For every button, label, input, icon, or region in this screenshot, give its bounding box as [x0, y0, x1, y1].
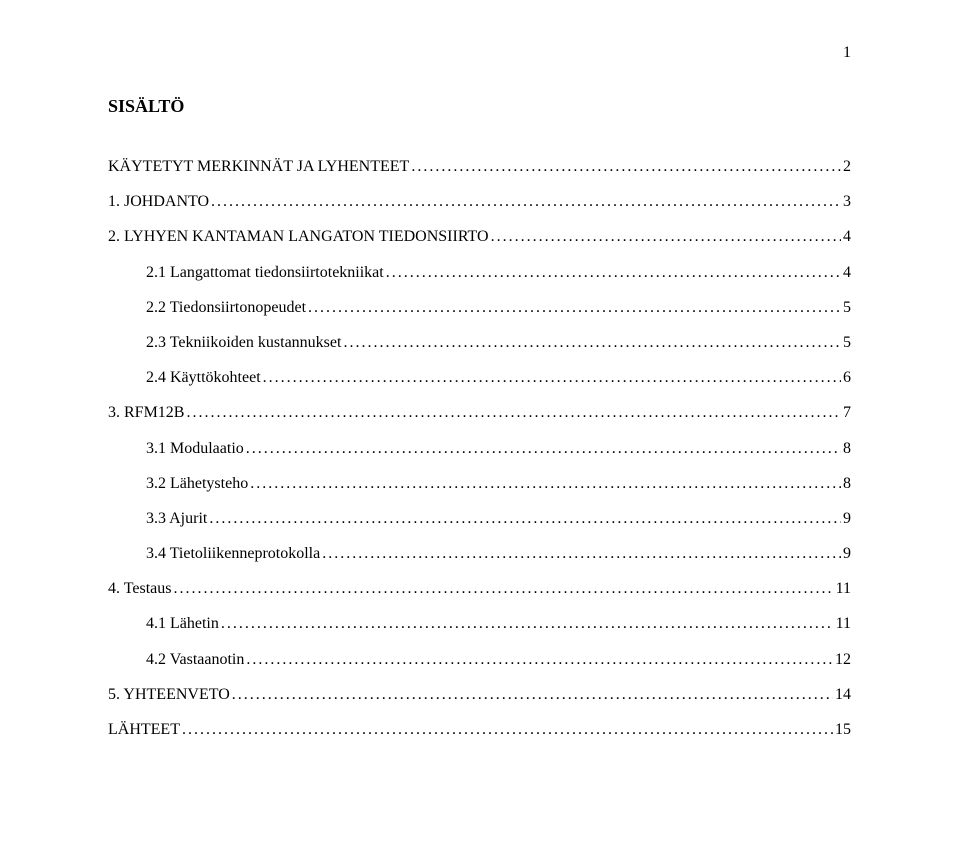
- toc-leader: [322, 536, 841, 571]
- toc-leader: [173, 571, 833, 606]
- toc-row: 2.4 Käyttökohteet 6: [108, 360, 851, 395]
- toc-entry-label: 3.1 Modulaatio: [146, 431, 244, 466]
- toc-entry-label: 3.2 Lähetysteho: [146, 466, 248, 501]
- toc-leader: [343, 325, 841, 360]
- toc-entry-label: 5. YHTEENVETO: [108, 677, 230, 712]
- toc-entry-label: 4.1 Lähetin: [146, 606, 219, 641]
- toc-leader: [246, 431, 841, 466]
- page-number: 1: [843, 44, 851, 62]
- toc-row: 3.1 Modulaatio 8: [108, 431, 851, 466]
- toc-row: 2.1 Langattomat tiedonsiirtotekniikat 4: [108, 255, 851, 290]
- page-container: 1 SISÄLTÖ KÄYTETYT MERKINNÄT JA LYHENTEE…: [0, 0, 959, 851]
- toc-leader: [263, 360, 841, 395]
- toc-entry-page: 11: [836, 606, 851, 641]
- toc-entry-page: 2: [843, 149, 851, 184]
- toc-row: 2. LYHYEN KANTAMAN LANGATON TIEDONSIIRTO…: [108, 219, 851, 254]
- toc-row: 3.3 Ajurit 9: [108, 501, 851, 536]
- toc-row: 4.1 Lähetin 11: [108, 606, 851, 641]
- toc-row: 3.2 Lähetysteho 8: [108, 466, 851, 501]
- toc-leader: [186, 395, 841, 430]
- toc-leader: [250, 466, 841, 501]
- toc-entry-label: KÄYTETYT MERKINNÄT JA LYHENTEET: [108, 149, 409, 184]
- toc-entry-page: 9: [843, 536, 851, 571]
- toc-row: 1. JOHDANTO 3: [108, 184, 851, 219]
- toc-title: SISÄLTÖ: [108, 96, 851, 117]
- toc-row: 5. YHTEENVETO 14: [108, 677, 851, 712]
- toc-entry-label: 2.2 Tiedonsiirtonopeudet: [146, 290, 306, 325]
- toc-row: 3.4 Tietoliikenneprotokolla 9: [108, 536, 851, 571]
- toc-leader: [246, 642, 833, 677]
- toc-row: 2.3 Tekniikoiden kustannukset 5: [108, 325, 851, 360]
- toc-entry-label: 2.3 Tekniikoiden kustannukset: [146, 325, 341, 360]
- toc-entry-page: 5: [843, 325, 851, 360]
- toc-entry-label: 2.4 Käyttökohteet: [146, 360, 261, 395]
- toc-entry-label: 3.4 Tietoliikenneprotokolla: [146, 536, 320, 571]
- toc-leader: [209, 501, 841, 536]
- toc-row: KÄYTETYT MERKINNÄT JA LYHENTEET 2: [108, 149, 851, 184]
- toc-entry-page: 4: [843, 219, 851, 254]
- toc-entry-page: 14: [835, 677, 851, 712]
- toc-entry-label: 3. RFM12B: [108, 395, 184, 430]
- toc-entry-page: 6: [843, 360, 851, 395]
- toc-entry-label: 1. JOHDANTO: [108, 184, 209, 219]
- toc-leader: [211, 184, 841, 219]
- toc-leader: [221, 606, 834, 641]
- toc-entry-label: 2.1 Langattomat tiedonsiirtotekniikat: [146, 255, 384, 290]
- toc-entry-page: 7: [843, 395, 851, 430]
- toc-entry-page: 5: [843, 290, 851, 325]
- toc-leader: [182, 712, 833, 747]
- toc-leader: [308, 290, 841, 325]
- toc-entry-page: 8: [843, 466, 851, 501]
- toc-entry-label: 4. Testaus: [108, 571, 171, 606]
- toc-row: 2.2 Tiedonsiirtonopeudet 5: [108, 290, 851, 325]
- toc-leader: [232, 677, 833, 712]
- toc-entry-label: 2. LYHYEN KANTAMAN LANGATON TIEDONSIIRTO: [108, 219, 489, 254]
- toc-leader: [386, 255, 841, 290]
- toc-entry-page: 4: [843, 255, 851, 290]
- toc-row: 4. Testaus 11: [108, 571, 851, 606]
- toc-entry-page: 12: [835, 642, 851, 677]
- toc-entry-label: LÄHTEET: [108, 712, 180, 747]
- toc-entry-page: 15: [835, 712, 851, 747]
- toc-list: KÄYTETYT MERKINNÄT JA LYHENTEET 2 1. JOH…: [108, 149, 851, 747]
- toc-entry-page: 9: [843, 501, 851, 536]
- toc-entry-page: 11: [836, 571, 851, 606]
- toc-entry-page: 8: [843, 431, 851, 466]
- toc-leader: [411, 149, 841, 184]
- toc-entry-label: 3.3 Ajurit: [146, 501, 207, 536]
- toc-entry-label: 4.2 Vastaanotin: [146, 642, 244, 677]
- toc-leader: [491, 219, 841, 254]
- toc-row: 3. RFM12B 7: [108, 395, 851, 430]
- toc-row: LÄHTEET 15: [108, 712, 851, 747]
- toc-row: 4.2 Vastaanotin 12: [108, 642, 851, 677]
- toc-entry-page: 3: [843, 184, 851, 219]
